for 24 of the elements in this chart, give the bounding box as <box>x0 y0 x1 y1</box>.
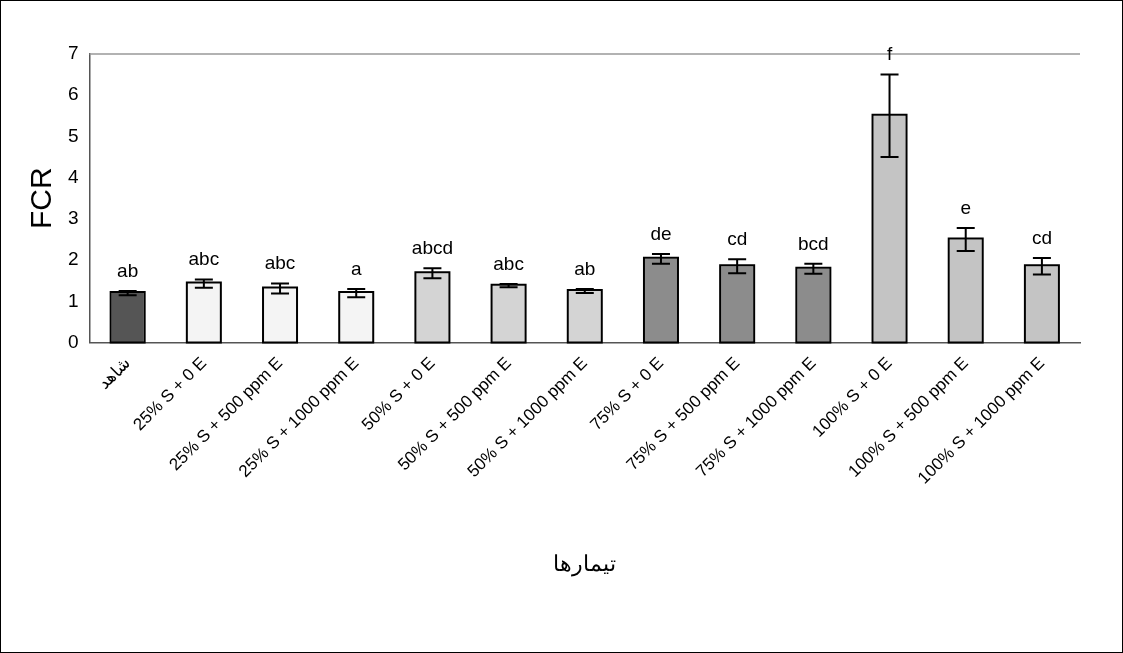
annotation: de <box>650 222 672 244</box>
annotation: e <box>960 196 972 218</box>
y-tick-label: 2 <box>67 248 79 270</box>
annotation: abc <box>264 252 296 274</box>
annotation: f <box>886 43 893 65</box>
x-tick-label: شاهد <box>94 353 134 394</box>
annotation: cd <box>727 228 748 250</box>
annotation: abc <box>493 252 524 274</box>
x-axis-title: تیمارها <box>553 550 617 577</box>
annotation: bcd <box>798 232 829 254</box>
annotation: ab <box>574 257 596 279</box>
annotation: abc <box>188 248 220 270</box>
y-axis-title: FCR <box>24 167 58 230</box>
annotation: cd <box>1031 226 1052 248</box>
y-tick-label: 5 <box>67 124 79 146</box>
y-tick-label: 7 <box>67 42 79 64</box>
y-tick-label: 3 <box>67 207 79 229</box>
y-tick-label: 0 <box>67 330 79 352</box>
y-tick-label: 4 <box>67 165 79 187</box>
annotation: a <box>350 257 362 279</box>
y-tick-label: 1 <box>67 289 79 311</box>
annotation: ab <box>117 259 139 281</box>
y-tick-label: 6 <box>67 83 79 105</box>
annotation: abcd <box>411 237 454 259</box>
